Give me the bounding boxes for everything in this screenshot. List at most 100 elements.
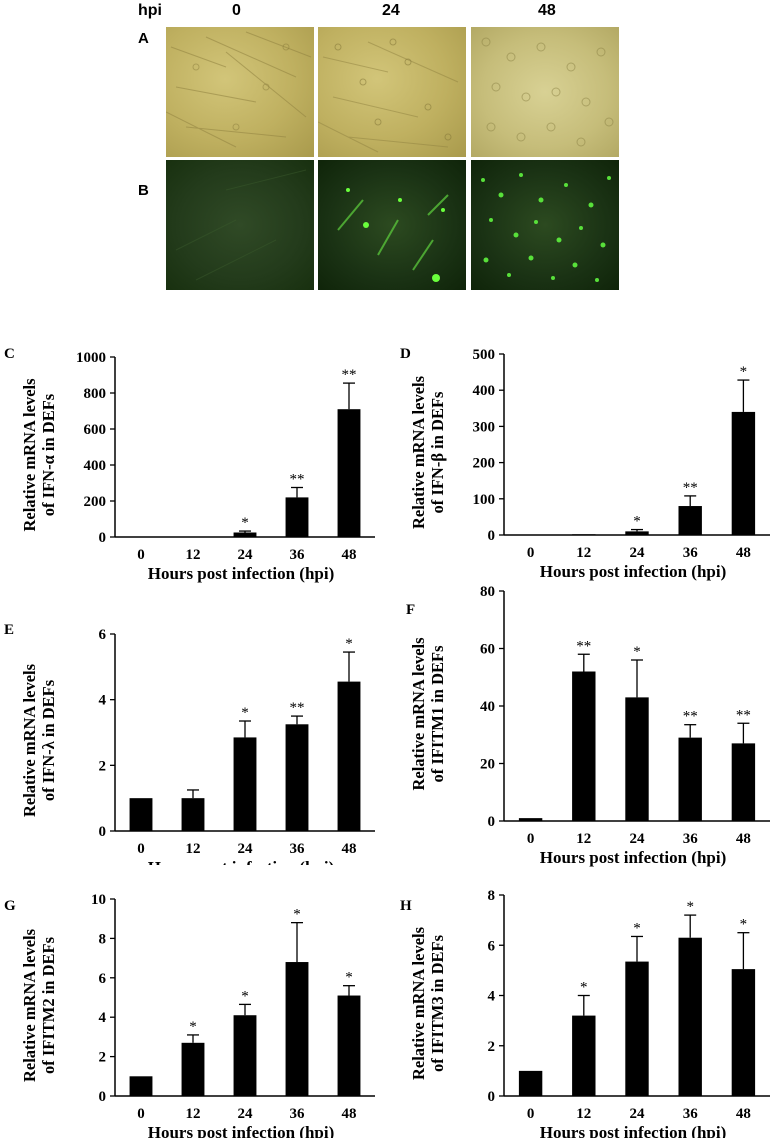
bar-36: [285, 497, 309, 537]
x-tick-label: 0: [527, 831, 535, 847]
bar-24: [625, 961, 649, 1096]
y-tick-label: 0: [488, 1089, 496, 1105]
y-axis-title: Relative mRNA levelsof IFITM1 in DEFs: [409, 637, 447, 791]
x-tick-label: 12: [186, 547, 201, 563]
x-axis-title: Hours post infection (hpi): [148, 1123, 335, 1138]
panel-label-b: B: [138, 182, 149, 199]
x-axis-title: Hours post infection (hpi): [148, 858, 335, 865]
y-tick-label: 500: [473, 347, 496, 363]
x-tick-label: 0: [137, 547, 145, 563]
bar-36: [285, 962, 309, 1096]
y-tick-label: 1000: [76, 350, 106, 366]
bar-24: [233, 532, 257, 537]
y-tick-label: 0: [99, 824, 107, 840]
x-tick-label: 36: [683, 1106, 699, 1122]
bar-48: [731, 743, 756, 821]
significance-marker: *: [293, 907, 301, 923]
significance-marker: *: [633, 514, 641, 530]
bar-0: [129, 1076, 153, 1096]
bar-12: [572, 671, 596, 821]
significance-marker: *: [740, 917, 748, 933]
x-tick-label: 24: [630, 545, 646, 561]
fluorescence-image-48hpi: [471, 160, 619, 290]
bar-12: [572, 534, 596, 535]
y-axis-title: Relative mRNA levelsof IFN-α in DEFs: [20, 378, 58, 532]
x-tick-label: 48: [736, 831, 751, 847]
significance-marker: *: [633, 644, 641, 660]
fluorescence-image-24hpi: [318, 160, 466, 290]
time-24-header: 24: [382, 2, 400, 19]
panel-label-e: E: [4, 622, 14, 638]
significance-marker: **: [342, 367, 357, 383]
bar-36: [678, 737, 702, 821]
bar-24: [233, 737, 257, 831]
y-tick-label: 0: [99, 1089, 107, 1105]
brightfield-image-48hpi: [471, 27, 619, 157]
y-tick-label: 2: [488, 1039, 496, 1055]
y-tick-label: 6: [99, 971, 107, 987]
x-tick-label: 36: [683, 831, 699, 847]
x-tick-label: 12: [186, 1106, 201, 1122]
bar-12: [181, 1042, 205, 1096]
y-tick-label: 40: [480, 699, 495, 715]
y-axis-title-line: Relative mRNA levels: [409, 375, 428, 529]
x-tick-label: 24: [630, 831, 646, 847]
y-axis-title-line: of IFITM3 in DEFs: [428, 934, 447, 1072]
y-tick-label: 0: [99, 530, 107, 546]
bar-0: [518, 818, 543, 821]
y-axis-title-line: Relative mRNA levels: [20, 378, 39, 532]
bar-0: [129, 798, 153, 831]
x-tick-label: 12: [576, 831, 591, 847]
y-tick-label: 2: [99, 1050, 107, 1066]
y-tick-label: 4: [488, 989, 496, 1005]
y-tick-label: 400: [84, 458, 107, 474]
y-axis-title-line: of IFN-α in DEFs: [39, 393, 58, 516]
x-tick-label: 36: [290, 547, 306, 563]
bar-12: [572, 1015, 596, 1096]
x-tick-label: 0: [137, 841, 145, 857]
panel-label-d: D: [400, 346, 411, 362]
significance-marker: *: [189, 1019, 197, 1035]
y-tick-label: 4: [99, 693, 107, 709]
significance-marker: **: [576, 638, 591, 654]
x-axis-title: Hours post infection (hpi): [148, 564, 335, 583]
y-tick-label: 0: [488, 814, 496, 830]
chart-panel-d: D 0 100 200 300 400 500 0 12 * 24 ** 36 * 48 Hours post…: [400, 346, 770, 581]
bar-12: [181, 536, 205, 538]
y-axis-title-line: of IFITM2 in DEFs: [39, 936, 58, 1074]
bar-48: [337, 409, 361, 537]
y-tick-label: 8: [99, 931, 107, 947]
y-axis-title: Relative mRNA levelsof IFN-β in DEFs: [409, 375, 447, 529]
significance-marker: *: [686, 899, 694, 915]
x-tick-label: 36: [290, 1106, 306, 1122]
panel-label-a: A: [138, 30, 149, 47]
bar-48: [731, 411, 756, 535]
y-tick-label: 6: [99, 627, 107, 643]
y-tick-label: 200: [473, 456, 496, 472]
x-tick-label: 48: [342, 841, 357, 857]
bar-48: [731, 969, 756, 1096]
y-tick-label: 4: [99, 1010, 107, 1026]
bar-48: [337, 995, 361, 1096]
y-tick-label: 600: [84, 422, 107, 438]
significance-marker: **: [683, 709, 698, 725]
panel-label-h: H: [400, 898, 412, 914]
y-axis-title-line: of IFN-λ in DEFs: [39, 679, 58, 801]
x-axis-title: Hours post infection (hpi): [540, 1123, 727, 1138]
significance-marker: *: [633, 920, 641, 936]
y-axis-title-line: Relative mRNA levels: [20, 663, 39, 817]
y-tick-label: 400: [473, 383, 496, 399]
significance-marker: **: [736, 707, 751, 723]
y-axis-title-line: Relative mRNA levels: [409, 637, 428, 791]
bar-36: [678, 937, 702, 1096]
fluorescence-image-0hpi: [166, 160, 314, 290]
y-axis-title-line: of IFN-β in DEFs: [428, 391, 447, 513]
bar-0: [129, 536, 153, 538]
significance-marker: *: [241, 988, 249, 1004]
y-tick-label: 20: [480, 757, 495, 773]
panel-label-g: G: [4, 898, 16, 914]
x-tick-label: 0: [137, 1106, 145, 1122]
bar-0: [518, 1070, 543, 1096]
